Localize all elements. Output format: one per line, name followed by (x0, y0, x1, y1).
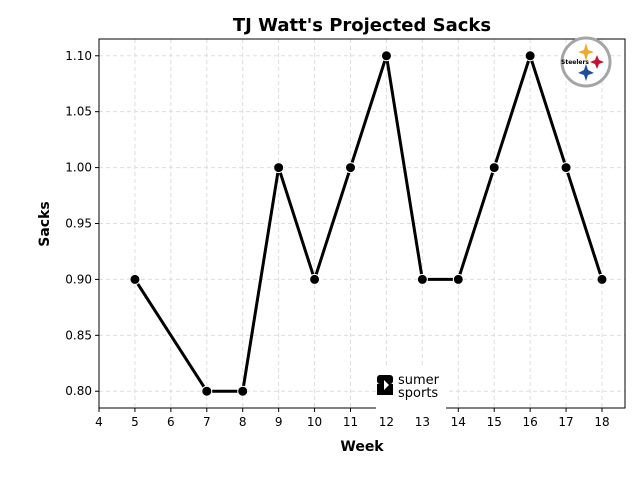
x-tick-label: 5 (131, 415, 139, 429)
y-tick-label: 1.05 (65, 105, 92, 119)
data-point (524, 50, 536, 62)
svg-text:sumer: sumer (398, 373, 440, 388)
x-tick-label: 4 (95, 415, 103, 429)
x-tick-label: 16 (523, 415, 538, 429)
x-tick-label: 6 (167, 415, 175, 429)
data-point (380, 50, 392, 62)
svg-text:Steelers: Steelers (561, 59, 589, 66)
y-tick-label: 0.90 (65, 272, 92, 286)
x-tick-label: 10 (307, 415, 322, 429)
data-point (488, 162, 500, 174)
x-tick-label: 7 (203, 415, 211, 429)
plot-frame (98, 38, 626, 409)
data-point (237, 385, 249, 397)
chart-title: TJ Watt's Projected Sacks (233, 15, 491, 36)
x-tick-label: 8 (239, 415, 247, 429)
data-point (273, 162, 285, 174)
data-point (596, 273, 608, 285)
x-tick-label: 12 (379, 415, 394, 429)
x-tick-label: 9 (275, 415, 283, 429)
x-tick-label: 11 (343, 415, 358, 429)
x-axis-label: Week (340, 439, 384, 455)
y-tick-label: 1.10 (65, 49, 92, 63)
data-point (560, 162, 572, 174)
y-axis-label: Sacks (37, 201, 53, 246)
data-point (416, 273, 428, 285)
data-point (201, 385, 213, 397)
data-point (309, 273, 321, 285)
data-point (129, 273, 141, 285)
x-tick-label: 15 (487, 415, 502, 429)
x-tick-label: 18 (594, 415, 609, 429)
y-tick-label: 0.85 (65, 328, 92, 342)
y-tick-label: 1.00 (65, 161, 92, 175)
y-tick-label: 0.95 (65, 217, 92, 231)
data-point (345, 162, 357, 174)
svg-text:sports: sports (398, 386, 438, 401)
x-tick-label: 13 (415, 415, 430, 429)
data-point (452, 273, 464, 285)
y-tick-label: 0.80 (65, 384, 92, 398)
steelers-logo: Steelers (560, 36, 612, 88)
x-tick-label: 14 (451, 415, 466, 429)
watermark: sumer sports (376, 366, 446, 412)
x-tick-label: 17 (558, 415, 573, 429)
